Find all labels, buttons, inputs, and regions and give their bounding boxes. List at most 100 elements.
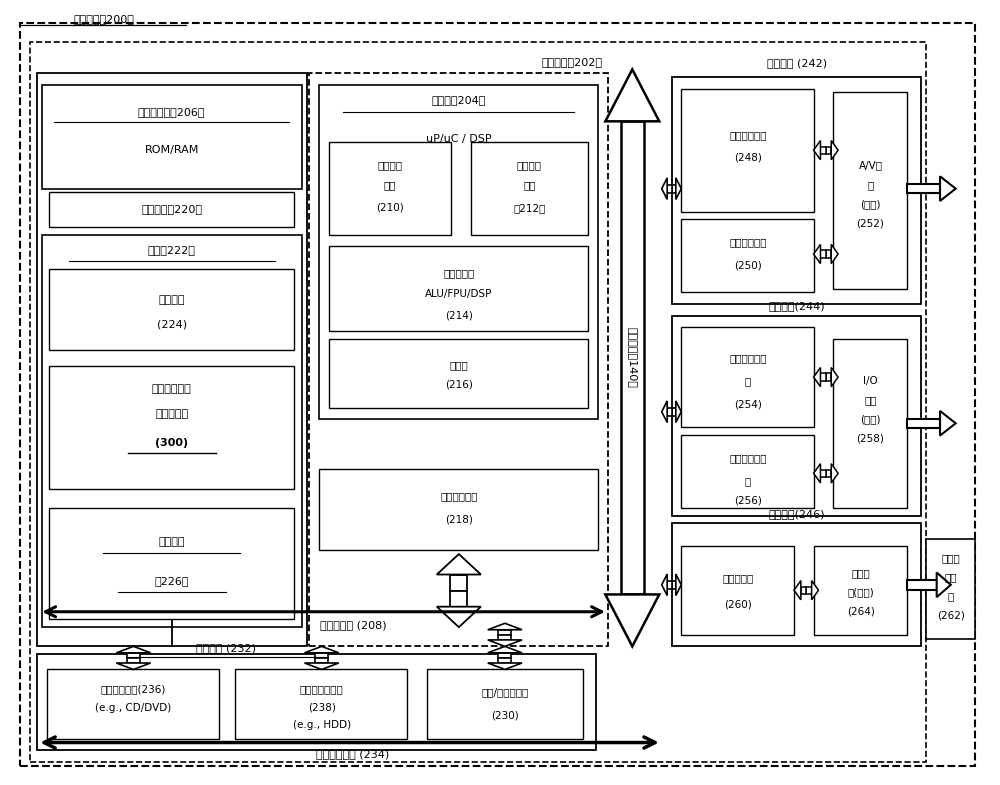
- FancyBboxPatch shape: [672, 524, 921, 646]
- Text: (254): (254): [734, 399, 762, 409]
- Text: 输出设备 (242): 输出设备 (242): [767, 58, 827, 68]
- Text: (262): (262): [937, 611, 965, 621]
- Text: (224): (224): [157, 319, 187, 330]
- FancyBboxPatch shape: [30, 42, 926, 761]
- Text: 存储器总线 (208): 存储器总线 (208): [320, 620, 386, 630]
- Text: （226）: （226）: [154, 576, 189, 586]
- FancyBboxPatch shape: [681, 546, 794, 635]
- FancyBboxPatch shape: [315, 658, 328, 663]
- Polygon shape: [605, 69, 659, 122]
- Text: 寄存器: 寄存器: [449, 360, 468, 371]
- Text: (264): (264): [847, 607, 875, 617]
- Polygon shape: [937, 572, 951, 597]
- Text: 备: 备: [948, 591, 954, 601]
- FancyBboxPatch shape: [471, 143, 588, 235]
- Text: ROM/RAM: ROM/RAM: [145, 145, 199, 155]
- FancyBboxPatch shape: [907, 580, 937, 590]
- Text: A/V端: A/V端: [858, 161, 882, 170]
- Text: uP/uC / DSP: uP/uC / DSP: [426, 133, 492, 144]
- Polygon shape: [676, 401, 681, 422]
- FancyBboxPatch shape: [814, 546, 907, 635]
- Polygon shape: [662, 178, 667, 199]
- Text: (210): (210): [376, 203, 404, 213]
- FancyBboxPatch shape: [315, 653, 328, 658]
- Text: ALU/FPU/DSP: ALU/FPU/DSP: [425, 289, 493, 299]
- Text: 处理器核心: 处理器核心: [443, 268, 474, 278]
- Text: 端口: 端口: [864, 395, 877, 405]
- Polygon shape: [814, 141, 820, 160]
- FancyBboxPatch shape: [672, 316, 921, 516]
- FancyBboxPatch shape: [450, 575, 467, 590]
- FancyBboxPatch shape: [681, 220, 814, 293]
- FancyBboxPatch shape: [309, 73, 608, 646]
- Text: (256): (256): [734, 495, 762, 506]
- Polygon shape: [488, 623, 522, 630]
- Polygon shape: [831, 464, 838, 483]
- FancyBboxPatch shape: [826, 374, 831, 381]
- Polygon shape: [940, 411, 956, 436]
- Polygon shape: [662, 401, 667, 422]
- FancyBboxPatch shape: [37, 654, 596, 750]
- Text: 外设接口(244): 外设接口(244): [769, 301, 825, 312]
- FancyBboxPatch shape: [681, 89, 814, 212]
- Text: （212）: （212）: [513, 203, 546, 213]
- Text: 储存接口总线 (234): 储存接口总线 (234): [316, 749, 390, 759]
- Text: 储存设备 (232): 储存设备 (232): [196, 643, 256, 653]
- FancyBboxPatch shape: [49, 508, 294, 619]
- Polygon shape: [116, 646, 151, 653]
- Text: 总线/接口控制器: 总线/接口控制器: [481, 688, 529, 698]
- Polygon shape: [814, 367, 820, 387]
- Text: 统计移动设备: 统计移动设备: [152, 384, 192, 393]
- FancyBboxPatch shape: [498, 653, 511, 658]
- Text: 通信端: 通信端: [851, 568, 870, 579]
- Polygon shape: [605, 594, 659, 646]
- FancyBboxPatch shape: [681, 327, 814, 427]
- Text: 图像处理单元: 图像处理单元: [729, 130, 767, 140]
- Text: 不可移除储存器: 不可移除储存器: [300, 684, 344, 694]
- FancyBboxPatch shape: [235, 670, 407, 739]
- FancyBboxPatch shape: [907, 184, 940, 193]
- Text: (216): (216): [445, 380, 473, 390]
- Text: 缓存: 缓存: [523, 180, 536, 190]
- Text: 网络控制器: 网络控制器: [723, 574, 754, 584]
- FancyBboxPatch shape: [328, 338, 588, 408]
- Text: 并行接口控制: 并行接口控制: [729, 453, 767, 463]
- Text: 可移除储存器(236): 可移除储存器(236): [101, 684, 166, 694]
- Polygon shape: [304, 646, 339, 653]
- Text: 一级高速: 一级高速: [378, 161, 403, 170]
- FancyBboxPatch shape: [820, 374, 826, 381]
- Text: (214): (214): [445, 311, 473, 320]
- FancyBboxPatch shape: [826, 147, 831, 154]
- Text: (238): (238): [308, 703, 336, 713]
- FancyBboxPatch shape: [667, 184, 672, 193]
- Polygon shape: [831, 367, 838, 387]
- Text: 基本配置（202）: 基本配置（202）: [542, 57, 603, 67]
- Text: 口: 口: [867, 180, 874, 190]
- FancyBboxPatch shape: [127, 658, 140, 663]
- Text: (250): (250): [734, 261, 762, 271]
- Polygon shape: [488, 640, 522, 646]
- Polygon shape: [814, 244, 820, 264]
- Polygon shape: [662, 574, 667, 596]
- Polygon shape: [812, 581, 819, 600]
- FancyBboxPatch shape: [820, 469, 826, 477]
- Polygon shape: [116, 663, 151, 670]
- FancyBboxPatch shape: [127, 653, 140, 658]
- Polygon shape: [940, 177, 956, 201]
- Text: I/O: I/O: [863, 376, 878, 386]
- Text: (多个): (多个): [860, 414, 881, 425]
- Text: 处理器（204）: 处理器（204）: [432, 95, 486, 105]
- FancyBboxPatch shape: [672, 184, 676, 193]
- FancyBboxPatch shape: [820, 147, 826, 154]
- Text: 算设: 算设: [945, 572, 957, 582]
- FancyBboxPatch shape: [801, 586, 806, 594]
- FancyBboxPatch shape: [926, 539, 975, 639]
- FancyBboxPatch shape: [42, 85, 302, 188]
- Text: (248): (248): [734, 153, 762, 162]
- FancyBboxPatch shape: [47, 670, 219, 739]
- Text: (252): (252): [857, 218, 884, 228]
- Text: (300): (300): [155, 437, 188, 447]
- Text: 通信设备(246): 通信设备(246): [769, 509, 825, 519]
- Polygon shape: [488, 646, 522, 653]
- Polygon shape: [794, 581, 801, 600]
